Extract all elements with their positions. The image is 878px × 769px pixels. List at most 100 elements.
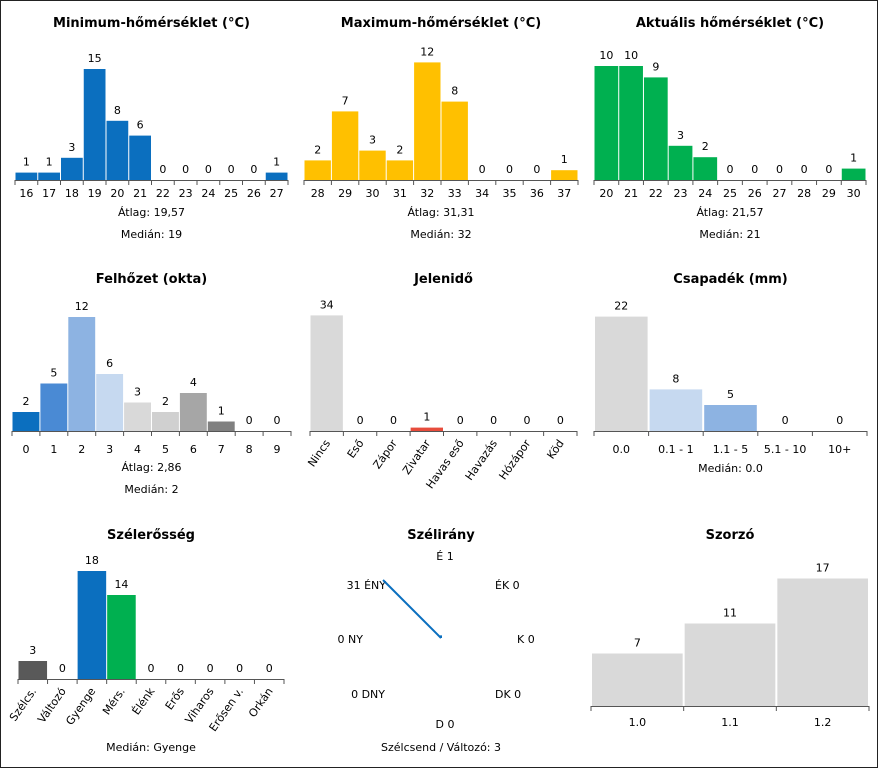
- bar-value-label: 5: [727, 388, 734, 401]
- chart-stat: Átlag: 21,57: [696, 206, 763, 219]
- bar-value-label: 1: [850, 152, 857, 165]
- bar-value-label: 0: [59, 662, 66, 675]
- x-tick-label: 19: [88, 187, 102, 200]
- bar-value-label: 0: [782, 414, 789, 427]
- bar-value-label: 0: [159, 163, 166, 176]
- bar-value-label: 6: [106, 357, 113, 370]
- x-tick-label: 23: [179, 187, 193, 200]
- bar-value-label: 0: [182, 163, 189, 176]
- bar-value-label: 1: [273, 156, 280, 169]
- bar-value-label: 0: [357, 414, 364, 427]
- bar: [595, 316, 648, 431]
- chart-title: Csapadék (mm): [673, 272, 787, 287]
- x-tick-label: 1: [50, 443, 57, 456]
- bar: [61, 157, 83, 180]
- wind-direction-label: 0 DNY: [351, 688, 385, 701]
- x-tick-label: 27: [270, 187, 284, 200]
- bar-value-label: 12: [420, 45, 434, 58]
- bar-value-label: 0: [205, 163, 212, 176]
- x-tick-label: 0.0: [613, 443, 631, 456]
- chart-title: Szélerősség: [107, 528, 195, 543]
- bar-value-label: 0: [825, 163, 832, 176]
- bar-value-label: 5: [50, 367, 57, 380]
- bar-value-label: 17: [816, 562, 830, 575]
- bar: [124, 402, 151, 431]
- bar-value-label: 3: [68, 141, 75, 154]
- chart-stat: Medián: 19: [121, 228, 182, 241]
- bar-value-label: 2: [702, 140, 709, 153]
- bar: [18, 661, 48, 679]
- bar-value-label: 0: [228, 163, 235, 176]
- bar-value-label: 7: [634, 637, 641, 650]
- x-tick-label: Eső: [345, 437, 367, 461]
- x-tick-label: 5.1 - 10: [764, 443, 806, 456]
- bar: [643, 77, 668, 180]
- x-tick-label: Élénk: [130, 685, 158, 718]
- bar-value-label: 2: [396, 143, 403, 156]
- chart-stat: Medián: 32: [410, 228, 471, 241]
- x-tick-label: Gyenge: [63, 685, 98, 727]
- bar: [668, 145, 693, 180]
- bar-value-label: 2: [22, 395, 29, 408]
- bar-value-label: 0: [836, 414, 843, 427]
- chart-title: Szorzó: [706, 528, 755, 543]
- bar-value-label: 0: [776, 163, 783, 176]
- x-tick-label: Hózápor: [496, 437, 533, 482]
- x-tick-label: 3: [106, 443, 113, 456]
- bar-value-label: 1: [561, 153, 568, 166]
- bar-value-label: 8: [672, 372, 679, 385]
- wind-direction-label: K 0: [517, 633, 535, 646]
- x-tick-label: Köd: [544, 437, 566, 461]
- x-tick-label: 29: [822, 187, 836, 200]
- x-tick-label: 5: [162, 443, 169, 456]
- bar-value-label: 34: [320, 298, 334, 311]
- bar-value-label: 1: [423, 411, 430, 424]
- x-tick-label: 21: [624, 187, 638, 200]
- wind-direction-label: É 1: [436, 550, 453, 563]
- bar-value-label: 3: [677, 129, 684, 142]
- x-tick-label: 37: [557, 187, 571, 200]
- bar: [96, 374, 124, 431]
- bar-value-label: 0: [236, 662, 243, 675]
- chart-stat: Átlag: 19,57: [118, 206, 185, 219]
- bar: [592, 653, 683, 706]
- bar-value-label: 2: [314, 143, 321, 156]
- bar-value-label: 0: [490, 414, 497, 427]
- bar: [77, 571, 107, 679]
- x-tick-label: Mérs.: [100, 685, 128, 717]
- bar-value-label: 10: [599, 49, 613, 62]
- bar-value-label: 12: [75, 300, 89, 313]
- x-tick-label: 27: [772, 187, 786, 200]
- bar-value-label: 11: [723, 607, 737, 620]
- bar: [704, 405, 757, 431]
- bar-value-label: 0: [148, 662, 155, 675]
- x-tick-label: 28: [797, 187, 811, 200]
- x-tick-label: Zápor: [371, 437, 401, 471]
- bar: [40, 383, 68, 431]
- x-tick-label: Zivatar: [400, 437, 434, 477]
- bar-value-label: 0: [533, 163, 540, 176]
- bar-value-label: 3: [29, 644, 36, 657]
- x-tick-label: 7: [218, 443, 225, 456]
- bar-value-label: 3: [369, 134, 376, 147]
- bar: [841, 168, 866, 180]
- bar-value-label: 14: [114, 578, 128, 591]
- bar-value-label: 22: [614, 300, 628, 313]
- bar-value-label: 8: [451, 85, 458, 98]
- x-tick-label: 24: [698, 187, 712, 200]
- wind-direction-label: 31 ÉNY: [347, 579, 387, 592]
- bar: [414, 62, 441, 180]
- bar: [693, 157, 718, 180]
- wind-direction-label: ÉK 0: [495, 579, 520, 592]
- bar: [684, 623, 776, 706]
- x-tick-label: 30: [847, 187, 861, 200]
- bar: [207, 421, 235, 431]
- bar-value-label: 0: [727, 163, 734, 176]
- bar-value-label: 15: [88, 52, 102, 65]
- bar-value-label: 0: [506, 163, 513, 176]
- x-tick-label: 33: [448, 187, 462, 200]
- x-tick-label: 35: [503, 187, 517, 200]
- x-tick-label: 2: [78, 443, 85, 456]
- x-tick-label: 22: [156, 187, 170, 200]
